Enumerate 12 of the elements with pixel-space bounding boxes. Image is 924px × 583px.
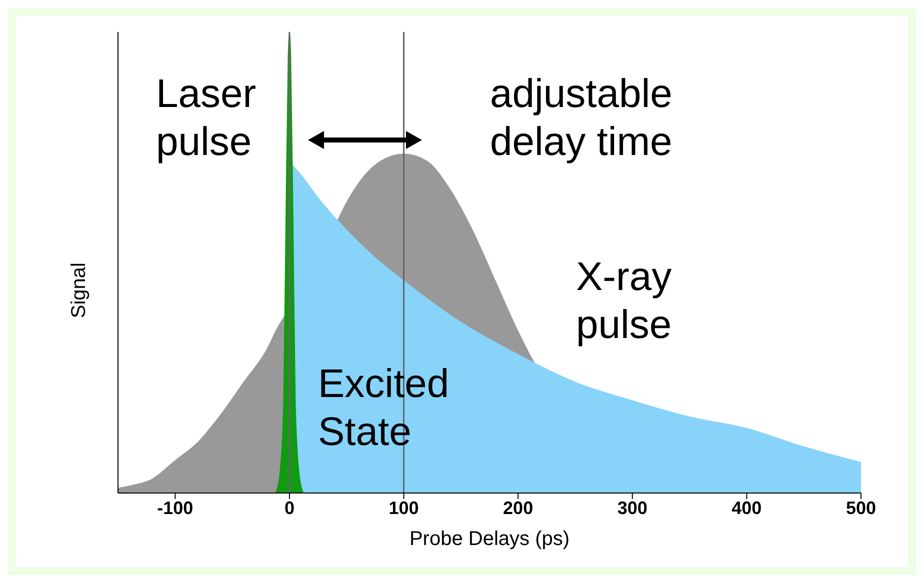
x-tick-label: 500: [846, 498, 876, 518]
x-tick-label: 300: [617, 498, 648, 518]
x-tick-label: 0: [284, 498, 294, 518]
x-axis-title: Probe Delays (ps): [409, 528, 570, 550]
x-tick-label: 200: [503, 498, 534, 518]
x-tick-label: -100: [157, 498, 194, 518]
series-label: X-ray pulse: [576, 254, 673, 349]
x-tick-label: 400: [732, 498, 762, 518]
series-label: Laser pulse: [156, 71, 258, 166]
annotation: adjustable delay time: [490, 71, 674, 166]
x-tick-label: 100: [388, 498, 419, 518]
y-axis-title: Signal: [68, 262, 90, 318]
